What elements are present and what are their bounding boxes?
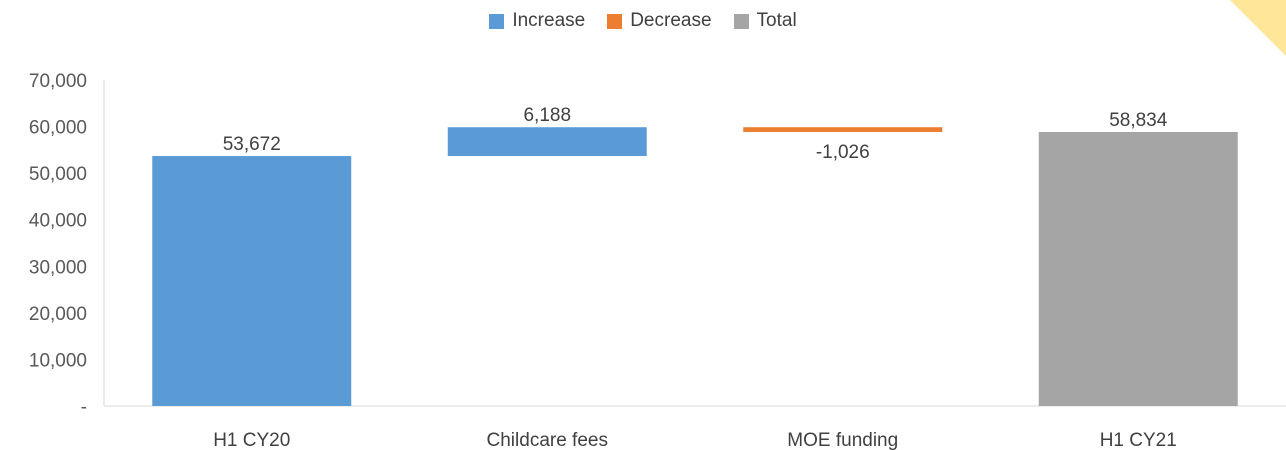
- y-tick-label: 70,000: [29, 71, 87, 92]
- x-tick-label: H1 CY21: [1100, 430, 1177, 450]
- y-tick-label: 60,000: [29, 118, 87, 139]
- legend-label-total: Total: [756, 10, 797, 31]
- x-tick-label: Childcare fees: [487, 430, 608, 450]
- chart-legend: Increase Decrease Total: [0, 10, 1286, 32]
- x-tick-label: MOE funding: [787, 430, 898, 450]
- bar-moe-funding: [743, 127, 943, 133]
- y-tick-label: 10,000: [29, 350, 87, 371]
- data-label: 58,834: [1109, 110, 1168, 131]
- corner-decoration: [1230, 0, 1286, 56]
- bar-h1-cy21: [1038, 132, 1238, 407]
- legend-swatch-increase: [489, 13, 505, 29]
- data-label: -1,026: [816, 142, 870, 163]
- x-tick-label: H1 CY20: [213, 430, 290, 450]
- legend-item-decrease: Decrease: [607, 10, 712, 32]
- data-label: 6,188: [523, 105, 571, 126]
- y-tick-label: 40,000: [29, 211, 87, 232]
- legend-swatch-total: [733, 13, 749, 29]
- y-tick-label: 50,000: [29, 164, 87, 185]
- legend-label-increase: Increase: [512, 10, 586, 31]
- y-tick-label: 30,000: [29, 257, 87, 278]
- data-label: 53,672: [223, 134, 281, 155]
- y-tick-label: -: [81, 397, 87, 418]
- y-tick-label: 20,000: [29, 304, 87, 325]
- bar-childcare-fees: [447, 127, 647, 157]
- legend-item-increase: Increase: [489, 10, 585, 32]
- bar-h1-cy20: [152, 156, 352, 406]
- legend-swatch-decrease: [607, 13, 623, 29]
- legend-label-decrease: Decrease: [630, 10, 712, 31]
- legend-item-total: Total: [733, 10, 797, 32]
